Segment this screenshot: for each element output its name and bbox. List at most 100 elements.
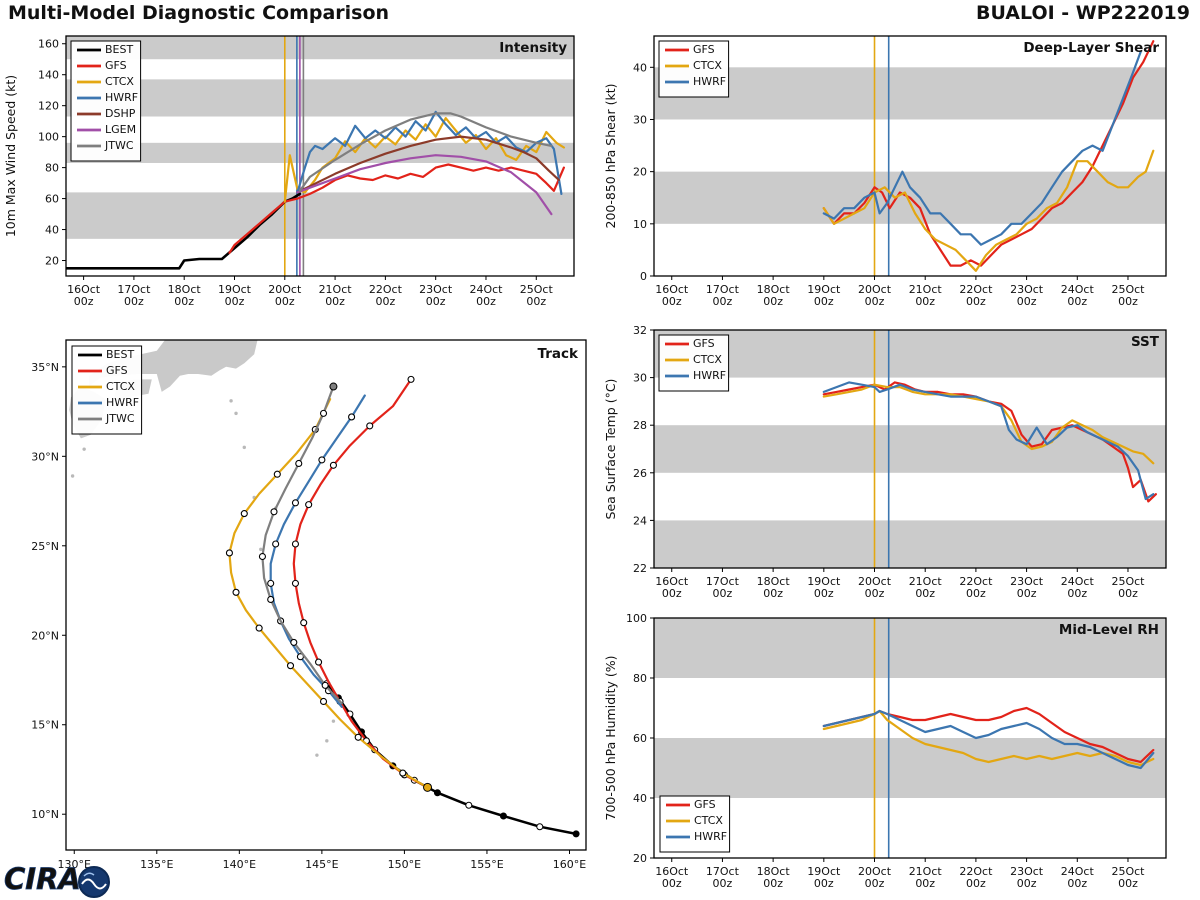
svg-text:00z: 00z: [814, 877, 834, 890]
svg-text:00z: 00z: [476, 295, 496, 308]
svg-text:00z: 00z: [662, 877, 682, 890]
svg-text:00z: 00z: [1118, 587, 1138, 600]
track-marker-ctcx: [423, 782, 433, 792]
rammb-seal-icon: [78, 866, 110, 898]
deep-layer-shear-panel: 16Oct 00z 17Oct 00z 18Oct 00z 19Oct 00z 20Oct 00z…: [600, 24, 1200, 320]
svg-text:00z: 00z: [966, 587, 986, 600]
svg-text:24Oct: 24Oct: [1061, 283, 1095, 296]
svg-text:140°E: 140°E: [223, 858, 256, 871]
svg-text:40: 40: [633, 792, 647, 805]
svg-text:25°N: 25°N: [31, 540, 59, 553]
svg-text:00z: 00z: [915, 877, 935, 890]
svg-text:18Oct: 18Oct: [168, 283, 202, 296]
series-hwrf: [296, 110, 563, 195]
legend: BEST GFS CTCX HWRF DSHP LGEM JTWC: [70, 40, 142, 162]
svg-text:21Oct: 21Oct: [319, 283, 353, 296]
svg-text:00z: 00z: [1118, 877, 1138, 890]
svg-text:120: 120: [38, 100, 59, 113]
svg-text:23Oct: 23Oct: [419, 283, 453, 296]
svg-text:18Oct: 18Oct: [757, 283, 791, 296]
svg-text:00z: 00z: [74, 295, 94, 308]
legend-label-gfs: GFS: [106, 364, 128, 377]
plot-border: [653, 329, 1167, 569]
rh-chart: 16Oct00z17Oct00z18Oct00z19Oct00z20Oct00z…: [603, 612, 1167, 890]
series-dshp: [296, 135, 561, 194]
svg-text:23Oct: 23Oct: [1010, 283, 1044, 296]
track-chart: 130°E 135°E 140°E 145°E 150°E 155°E 160°E10°N1…: [31, 339, 587, 871]
track-series-ctcx: [225, 397, 429, 789]
svg-text:00z: 00z: [713, 587, 733, 600]
legend-label-hwrf: HWRF: [693, 369, 726, 382]
legend-label-hwrf: HWRF: [694, 830, 727, 843]
svg-text:00z: 00z: [865, 877, 885, 890]
svg-text:00z: 00z: [865, 295, 885, 308]
page-title: Multi-Model Diagnostic Comparison: [8, 2, 390, 24]
svg-text:80: 80: [45, 162, 59, 175]
svg-text:20Oct: 20Oct: [268, 283, 302, 296]
cira-logo: CIRA: [2, 856, 142, 900]
plot-border: [65, 35, 575, 277]
svg-text:00z: 00z: [763, 295, 783, 308]
series-ctcx: [822, 383, 1155, 465]
svg-text:100: 100: [626, 612, 647, 625]
init-time-lines: [283, 36, 305, 276]
svg-text:00z: 00z: [1017, 877, 1037, 890]
legend-label-best: BEST: [105, 43, 133, 56]
y-axis-label: 200-850 hPa Shear (kt): [603, 84, 618, 229]
svg-text:32: 32: [633, 324, 647, 337]
legend: GFS CTCX HWRF: [658, 40, 730, 98]
track-series-best: [323, 680, 580, 838]
svg-text:21Oct: 21Oct: [909, 283, 943, 296]
svg-text:00z: 00z: [915, 295, 935, 308]
svg-text:20: 20: [45, 255, 59, 268]
category-bands: [654, 618, 1166, 798]
panel-title: Intensity: [499, 40, 567, 56]
storm-id: BUALOI - WP222019: [975, 2, 1190, 24]
svg-text:25Oct: 25Oct: [1111, 575, 1145, 588]
legend-label-ctcx: CTCX: [694, 814, 723, 827]
legend-label-ctcx: CTCX: [105, 75, 134, 88]
svg-text:20Oct: 20Oct: [858, 575, 892, 588]
legend-label-hwrf: HWRF: [693, 75, 726, 88]
legend-label-hwrf: HWRF: [105, 91, 138, 104]
series-jtwc: [298, 112, 553, 192]
init-time-lines: [873, 618, 890, 858]
svg-text:155°E: 155°E: [470, 858, 503, 871]
svg-text:20: 20: [633, 852, 647, 865]
legend-label-hwrf: HWRF: [106, 396, 139, 409]
lon-axis: 130°E 135°E 140°E 145°E 150°E 155°E 160°E: [58, 850, 586, 871]
svg-text:25Oct: 25Oct: [1111, 283, 1145, 296]
track-marker-jtwc: [329, 382, 338, 391]
svg-text:19Oct: 19Oct: [807, 575, 841, 588]
svg-text:19Oct: 19Oct: [807, 283, 841, 296]
svg-text:22Oct: 22Oct: [369, 283, 403, 296]
legend: GFS CTCX HWRF: [659, 795, 731, 853]
y-axis-label: Sea Surface Temp (°C): [603, 379, 618, 520]
series-hwrf: [822, 381, 1155, 501]
svg-text:00z: 00z: [1118, 295, 1138, 308]
svg-text:26: 26: [633, 467, 647, 480]
svg-text:130°E: 130°E: [58, 858, 91, 871]
svg-text:30: 30: [633, 372, 647, 385]
svg-text:00z: 00z: [966, 295, 986, 308]
svg-text:16Oct: 16Oct: [67, 283, 101, 296]
svg-text:00z: 00z: [1067, 877, 1087, 890]
plot-border: [653, 35, 1167, 277]
svg-text:00z: 00z: [1017, 295, 1037, 308]
svg-text:17Oct: 17Oct: [706, 283, 740, 296]
svg-text:60: 60: [633, 732, 647, 745]
svg-text:00z: 00z: [426, 295, 446, 308]
svg-text:20: 20: [633, 166, 647, 179]
svg-text:00z: 00z: [1067, 295, 1087, 308]
svg-text:18Oct: 18Oct: [757, 865, 791, 878]
cira-logo-svg: CIRA: [4, 862, 110, 898]
x-axis: 16Oct00z17Oct00z18Oct00z19Oct00z20Oct00z…: [655, 568, 1145, 600]
svg-text:00z: 00z: [1067, 587, 1087, 600]
track-panel: 130°E 135°E 140°E 145°E 150°E 155°E 160°E 10°N 1…: [0, 330, 600, 900]
svg-text:24Oct: 24Oct: [1061, 575, 1095, 588]
svg-text:24Oct: 24Oct: [1061, 865, 1095, 878]
y-axis: 20 40 60 80 100: [626, 612, 654, 865]
svg-text:18Oct: 18Oct: [757, 575, 791, 588]
legend-label-gfs: GFS: [693, 337, 715, 350]
svg-text:00z: 00z: [966, 877, 986, 890]
